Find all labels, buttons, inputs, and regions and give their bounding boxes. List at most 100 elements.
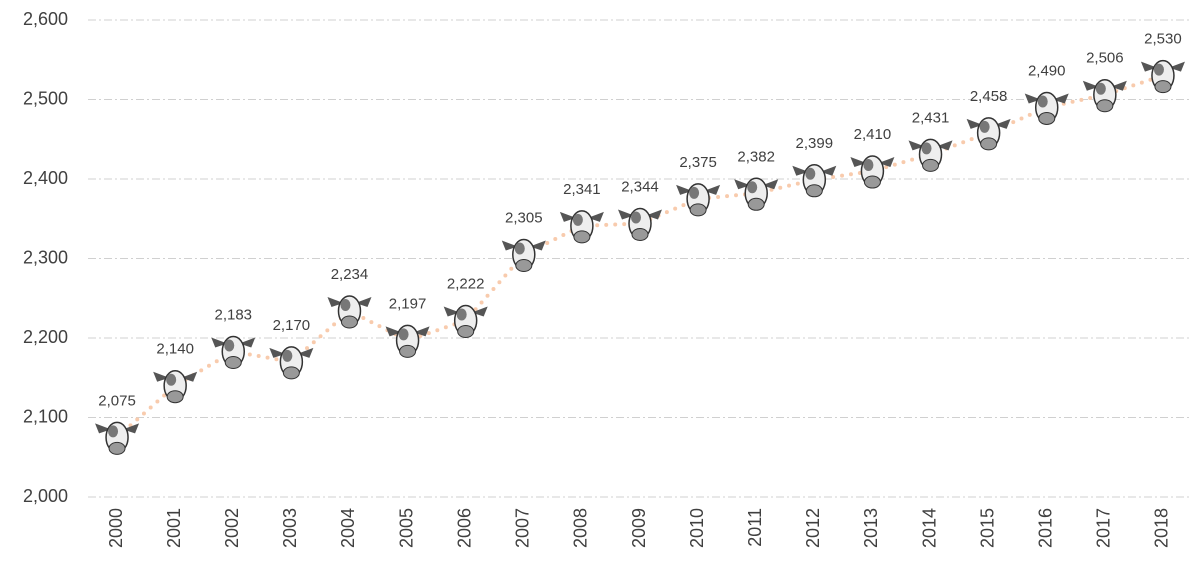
cow-marker — [676, 183, 721, 217]
x-tick-label: 2006 — [454, 508, 474, 548]
y-tick-label: 2,000 — [23, 486, 68, 506]
cow-muzzle — [805, 184, 823, 198]
cow-patch — [282, 349, 293, 362]
cow-marker — [734, 177, 779, 211]
y-tick-label: 2,500 — [23, 88, 68, 108]
cow-marker — [153, 369, 198, 404]
x-tick-label: 2015 — [977, 508, 997, 548]
data-label: 2,170 — [273, 317, 311, 334]
data-label: 2,530 — [1144, 31, 1182, 48]
cow-patch — [979, 120, 990, 133]
cow-marker — [95, 421, 140, 455]
cow-patch — [108, 425, 119, 438]
y-tick-label: 2,100 — [23, 406, 68, 426]
y-tick-label: 2,300 — [23, 247, 68, 267]
cow-muzzle — [747, 197, 765, 211]
cow-marker — [792, 164, 837, 198]
cow-marker — [385, 324, 430, 358]
cow-marker — [908, 138, 953, 172]
data-label: 2,458 — [970, 88, 1008, 105]
cow-ear — [385, 326, 402, 337]
data-label: 2,375 — [679, 154, 717, 171]
cow-muzzle — [1038, 111, 1056, 125]
cow-marker — [327, 295, 372, 329]
cow-ear — [994, 118, 1011, 129]
cow-patch — [514, 242, 525, 255]
x-tick-label: 2010 — [687, 508, 707, 548]
cow-ear — [181, 371, 198, 382]
cow-patch — [747, 181, 758, 194]
cow-ear — [646, 209, 662, 220]
cow-patch — [224, 339, 235, 352]
cow-ear — [269, 347, 286, 358]
cow-marker — [618, 207, 662, 242]
data-label: 2,341 — [563, 181, 601, 198]
cow-patch — [1153, 63, 1164, 76]
x-tick-label: 2004 — [338, 508, 358, 548]
cow-ear — [1052, 93, 1069, 104]
data-label: 2,382 — [737, 148, 775, 165]
cow-ear — [1024, 93, 1041, 104]
y-tick-label: 2,200 — [23, 327, 68, 347]
cow-patch — [1037, 95, 1048, 108]
data-label: 2,490 — [1028, 62, 1066, 79]
cow-ear — [1082, 80, 1099, 91]
cow-muzzle — [631, 228, 649, 242]
cow-ear — [153, 371, 170, 382]
cow-marker — [269, 346, 314, 380]
x-tick-label: 2007 — [513, 508, 533, 548]
cow-ear — [559, 211, 576, 222]
cow-ear — [618, 209, 634, 220]
cow-muzzle — [1096, 99, 1114, 113]
data-label: 2,431 — [912, 109, 950, 126]
cow-marker — [1024, 91, 1069, 125]
cow-ear — [239, 337, 256, 348]
cow-patch — [572, 213, 583, 226]
cow-ear — [820, 165, 837, 176]
x-tick-label: 2018 — [1152, 508, 1172, 548]
cow-patch — [340, 298, 351, 311]
cow-muzzle — [457, 325, 475, 339]
x-tick-label: 2014 — [919, 508, 939, 548]
cow-ear — [413, 326, 430, 337]
y-tick-label: 2,600 — [23, 9, 68, 29]
cow-patch — [631, 211, 641, 224]
y-tick-label: 2,400 — [23, 168, 68, 188]
x-tick-label: 2008 — [571, 508, 591, 548]
cow-ear — [1168, 61, 1185, 72]
cow-patch — [1095, 82, 1106, 95]
cow-ear — [734, 179, 751, 190]
data-label: 2,344 — [621, 178, 659, 195]
cow-patch — [805, 167, 816, 180]
cow-ear — [1110, 80, 1127, 91]
data-label: 2,222 — [447, 275, 485, 292]
cow-marker — [559, 210, 604, 244]
x-tick-label: 2012 — [803, 508, 823, 548]
cow-patch — [398, 328, 409, 341]
x-tick-label: 2003 — [280, 508, 300, 548]
x-tick-label: 2017 — [1094, 508, 1114, 548]
cow-muzzle — [573, 230, 591, 244]
cow-ear — [792, 165, 809, 176]
cow-ear — [123, 423, 140, 434]
cow-ear — [762, 179, 779, 190]
cow-ear — [443, 306, 460, 317]
cow-ear — [878, 157, 895, 168]
cow-ear — [297, 347, 314, 358]
cow-ear — [95, 423, 112, 434]
cow-marker — [1140, 59, 1185, 94]
cow-ear — [587, 211, 604, 222]
cow-ear — [355, 296, 372, 307]
data-label: 2,140 — [156, 341, 194, 358]
cow-muzzle — [108, 441, 126, 455]
cow-marker — [211, 335, 256, 370]
data-label: 2,234 — [331, 266, 369, 283]
x-tick-label: 2011 — [745, 508, 765, 547]
cow-muzzle — [399, 344, 417, 358]
cow-muzzle — [515, 259, 533, 273]
data-label: 2,183 — [214, 306, 252, 323]
x-tick-label: 2002 — [222, 508, 242, 548]
cow-muzzle — [166, 390, 184, 404]
data-label: 2,305 — [505, 209, 543, 226]
line — [115, 73, 1165, 440]
